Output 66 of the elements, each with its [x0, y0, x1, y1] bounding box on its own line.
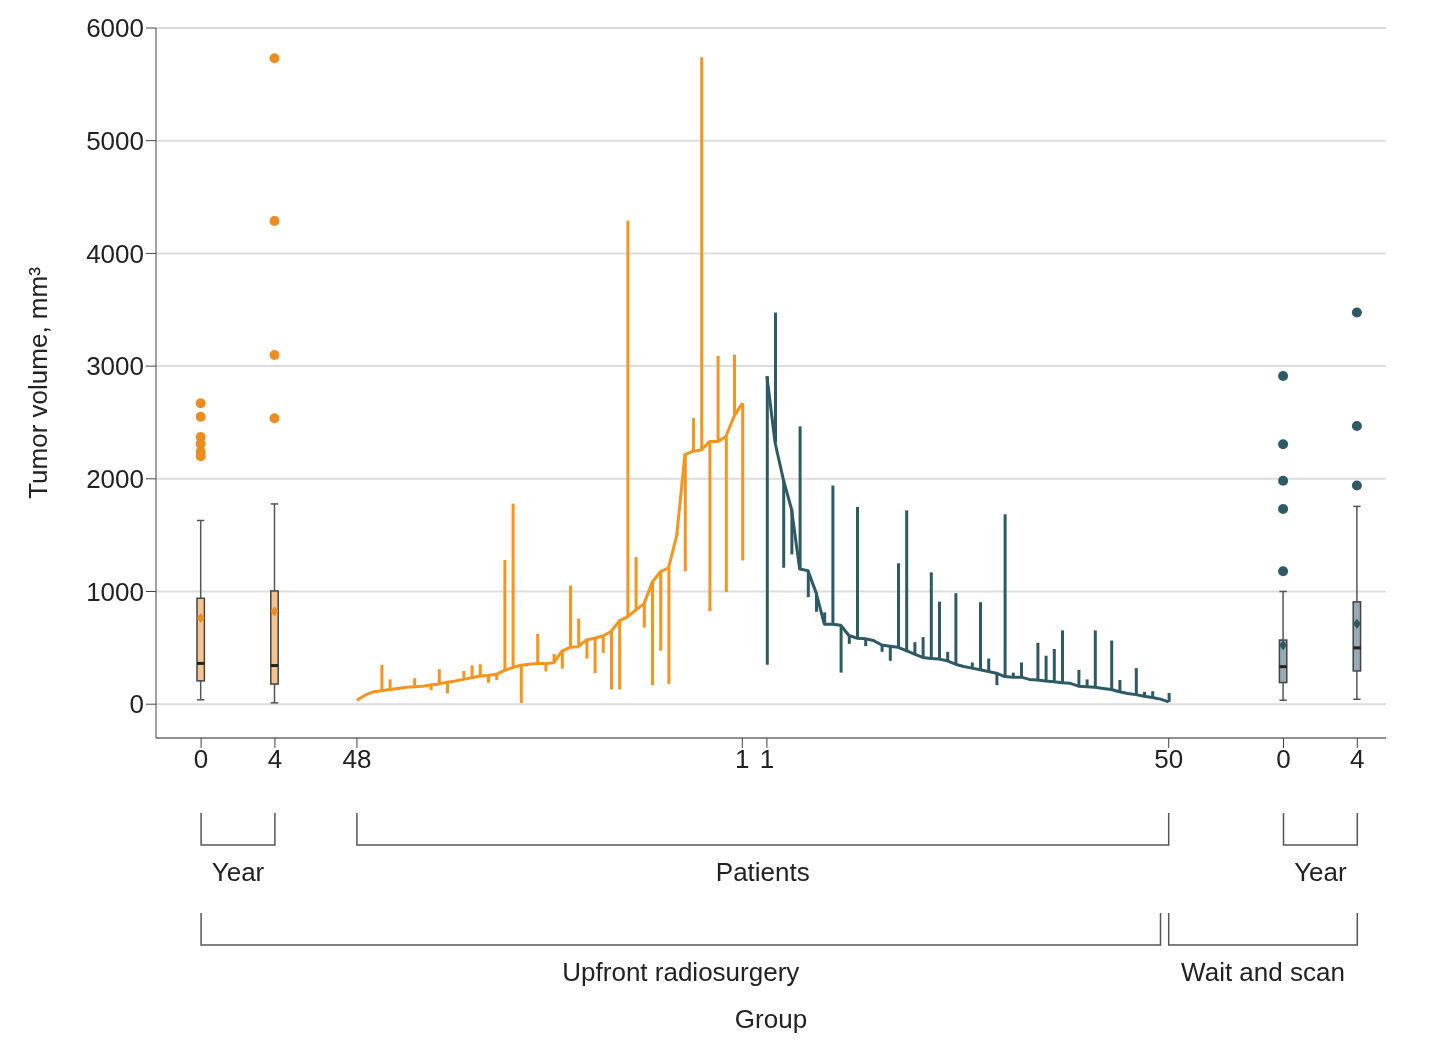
bar	[1020, 662, 1023, 678]
y-tick-label: 3000	[86, 351, 144, 382]
bar	[659, 571, 663, 651]
bar	[1061, 630, 1064, 683]
bar	[569, 585, 572, 648]
text: Year	[1294, 857, 1347, 887]
y-axis-title: Tumor volume, mm³	[23, 266, 54, 499]
bar	[921, 637, 925, 658]
bar	[585, 639, 589, 659]
y-tick-label: 6000	[86, 13, 144, 44]
x-tick-label: 48	[342, 744, 372, 775]
bar	[1093, 630, 1097, 688]
text: Wait and scan	[1181, 957, 1345, 987]
bar	[798, 426, 802, 569]
x-tick-label: 4	[1350, 744, 1365, 775]
bar	[577, 618, 581, 647]
text: Group	[734, 1004, 808, 1034]
bar	[782, 479, 786, 568]
bar	[856, 506, 859, 639]
x-tick-label: 1	[735, 744, 750, 775]
bar	[1077, 669, 1081, 687]
bar	[536, 633, 540, 664]
bar	[724, 436, 728, 593]
y-tick-label: 2000	[86, 464, 144, 495]
bar	[979, 602, 982, 670]
bar	[593, 638, 597, 674]
x-tick-label: 50	[1154, 744, 1184, 775]
bar	[905, 510, 909, 651]
y-tick-label: 4000	[86, 238, 144, 269]
text: Upfront radiosurgery	[562, 957, 800, 987]
bar	[897, 563, 900, 648]
bar	[1052, 648, 1056, 682]
bar	[380, 664, 384, 691]
bar	[601, 636, 605, 653]
bar	[560, 651, 564, 669]
bar	[511, 503, 515, 668]
x-tick-label: 4	[267, 744, 283, 775]
bar	[929, 572, 933, 659]
x-tick-label: 1	[759, 744, 775, 775]
bar	[954, 593, 958, 665]
bar	[683, 454, 687, 572]
bar	[831, 485, 835, 625]
bar	[1036, 642, 1040, 680]
bar	[634, 557, 638, 611]
x-tick-label: 0	[193, 744, 209, 775]
bar	[651, 582, 654, 686]
y-tick-label: 5000	[86, 125, 144, 156]
bar	[1003, 514, 1007, 677]
text: Patients	[715, 857, 810, 887]
bar	[503, 559, 507, 671]
bar	[667, 567, 671, 684]
bar	[1044, 655, 1048, 682]
bar	[1134, 668, 1138, 695]
bar	[642, 603, 646, 628]
bar	[1110, 640, 1114, 690]
bar	[708, 441, 712, 612]
bar	[938, 601, 941, 660]
y-tick-label: 0	[129, 689, 144, 720]
bar	[388, 679, 392, 690]
text: Year	[211, 857, 265, 887]
x-tick-label: 0	[1276, 744, 1291, 775]
bar	[618, 620, 622, 690]
y-tick-label: 1000	[86, 576, 144, 607]
bar	[839, 625, 843, 673]
bar	[692, 417, 695, 452]
bar	[610, 631, 613, 690]
